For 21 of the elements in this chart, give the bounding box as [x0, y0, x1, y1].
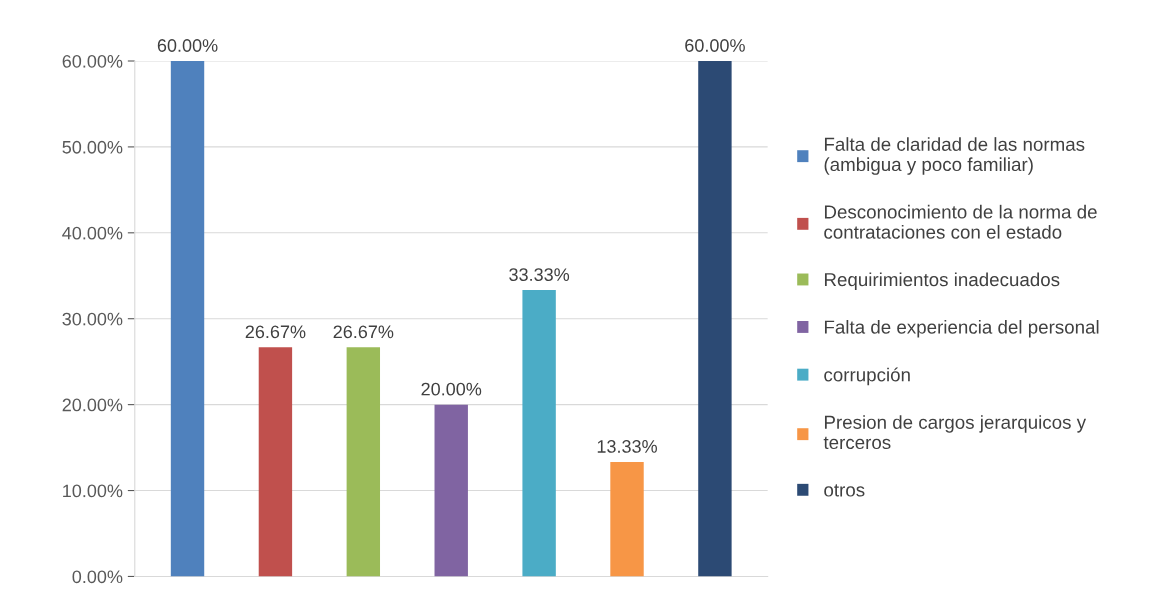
y-tick-label: 10.00% [63, 484, 123, 498]
data-label: 33.33% [509, 268, 570, 281]
y-tick-label: 0.00% [72, 570, 123, 584]
y-tick-label: 30.00% [62, 312, 123, 326]
y-tick-label: 20.00% [62, 398, 123, 412]
legend-label: corrupción [824, 367, 910, 386]
data-label: 13.33% [597, 440, 657, 453]
y-tick-label: 40.00% [62, 226, 123, 240]
legend-label: otros [824, 484, 865, 497]
y-tick-label: 60.00% [62, 54, 123, 68]
legend-label: Requirimientos inadecuados [824, 272, 1060, 290]
legend-label: Presion de cargos jerarquicos y terceros [823, 415, 1087, 450]
legend-label: Falta de experiencia del personal [824, 319, 1099, 338]
data-label: 60.00% [157, 39, 218, 52]
data-label: 20.00% [421, 382, 482, 396]
data-label: 60.00% [685, 39, 745, 52]
y-tick-label: 50.00% [62, 140, 123, 154]
legend-label: Falta de claridad de las normas (ambigua y poco familiar) [824, 137, 1085, 175]
data-label: 26.67% [245, 325, 306, 339]
data-label: 26.67% [333, 325, 394, 339]
legend-label: Desconocimiento de la norma de contrataciones con el estado [824, 204, 1097, 239]
